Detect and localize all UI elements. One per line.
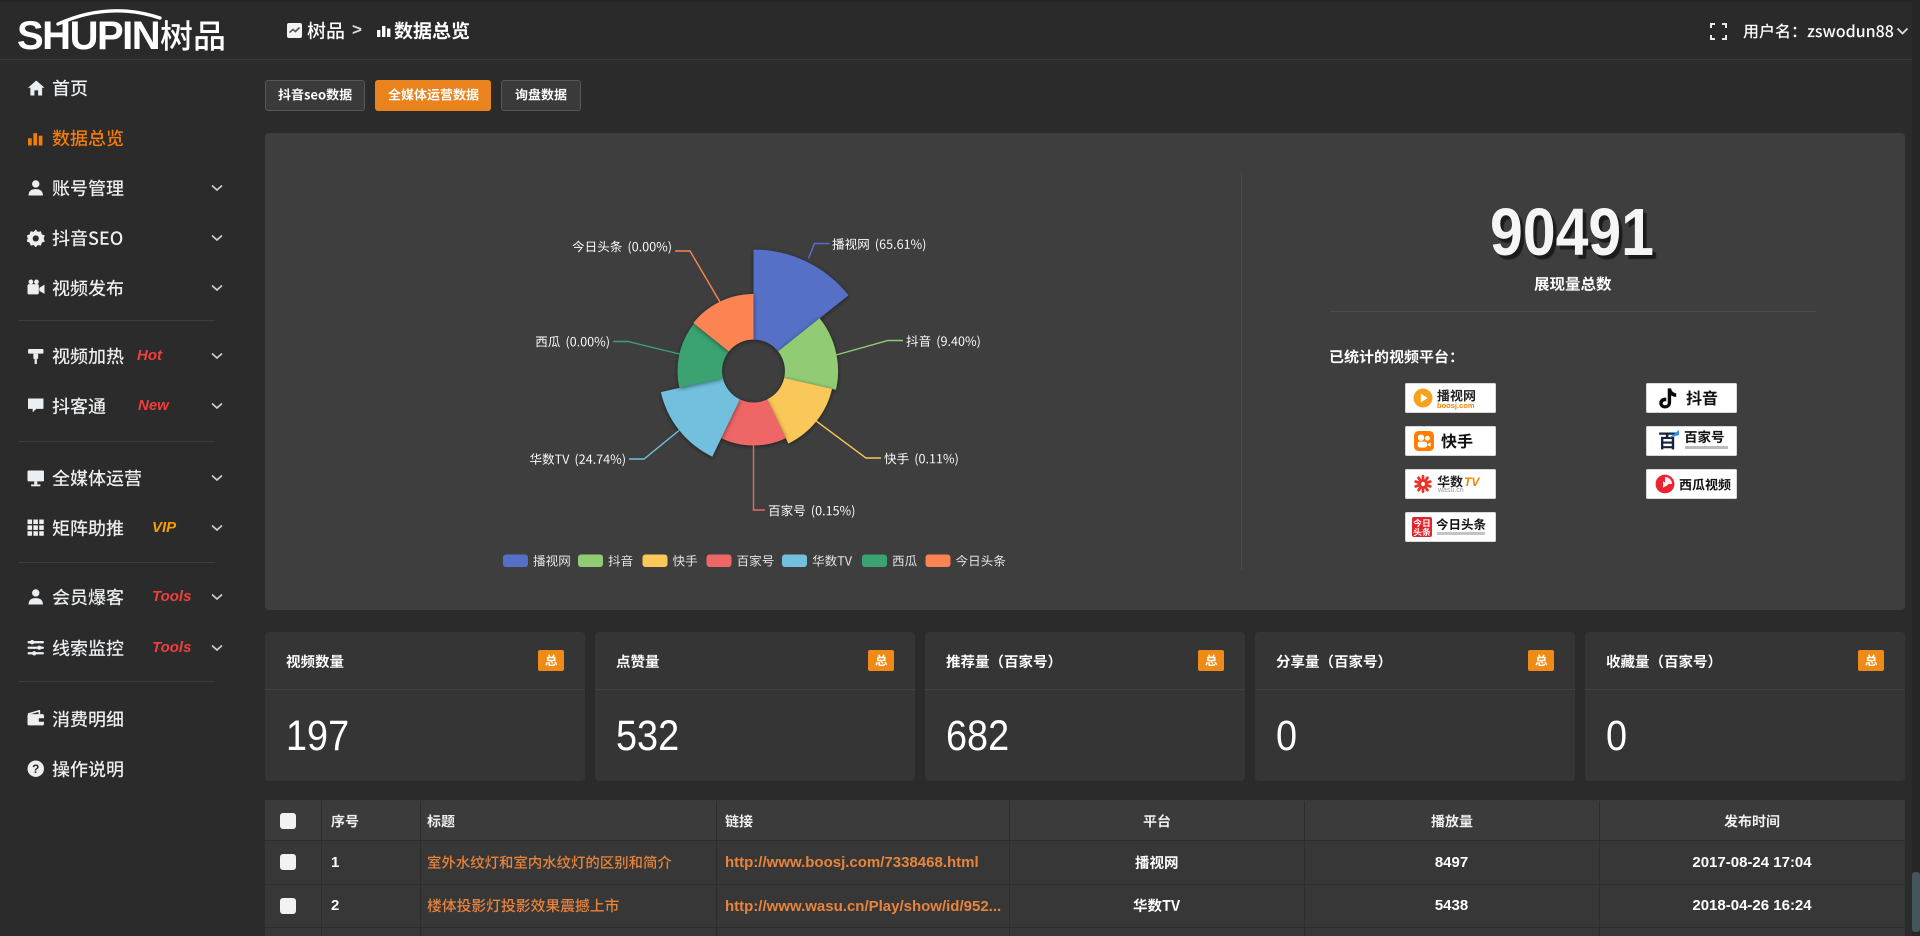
svg-text:?: ? xyxy=(32,762,39,776)
